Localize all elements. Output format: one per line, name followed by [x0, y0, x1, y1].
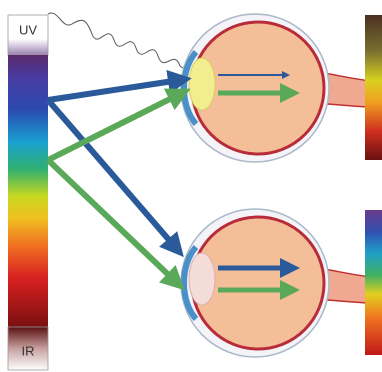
ir-label: IR: [22, 343, 35, 358]
color-bar-bottom: [365, 210, 382, 355]
eye-bottom: [181, 209, 382, 357]
uv-wave: [48, 13, 192, 74]
color-bar-top: [365, 15, 382, 160]
uv-label: UV: [19, 22, 37, 37]
eye-top: [181, 14, 382, 162]
diagram: UV IR: [0, 0, 382, 372]
spectrum-bar: [8, 15, 48, 370]
